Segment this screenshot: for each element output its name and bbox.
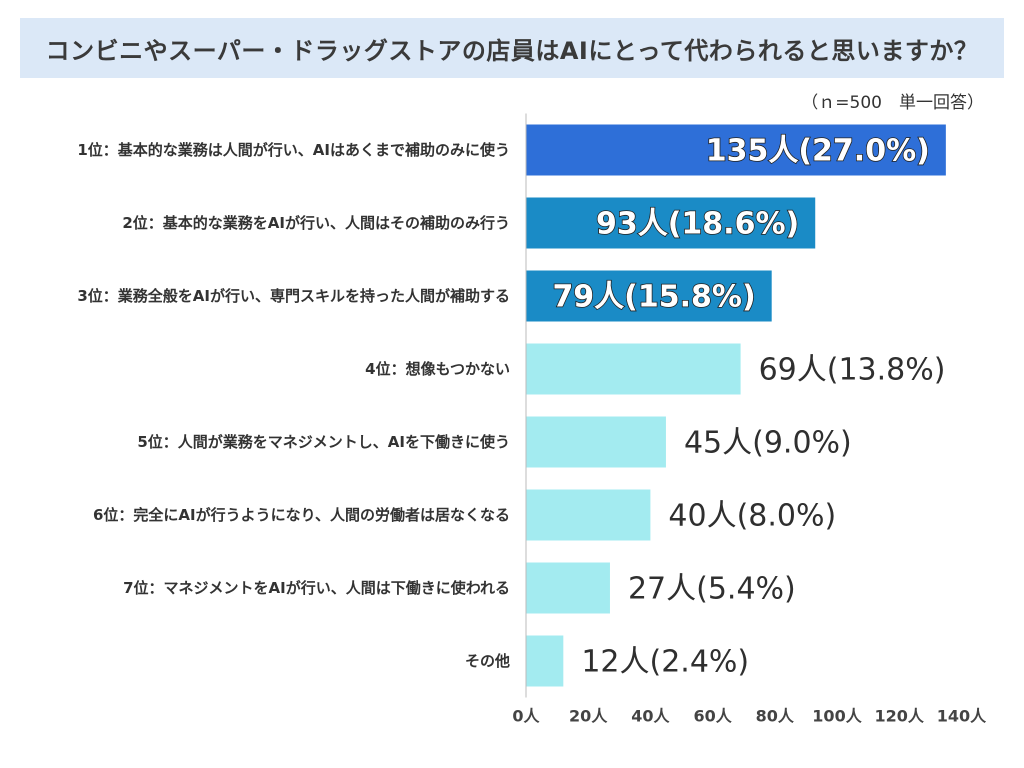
sample-note: （ｎ=500 単一回答）: [801, 93, 984, 113]
value-label-1: 135人(27.0%): [706, 134, 930, 169]
category-label-5: 5位：人間が業務をマネジメントし、AIを下働きに使う: [137, 433, 510, 451]
value-label-7: 27人(5.4%): [628, 572, 796, 607]
bar-4: [526, 343, 741, 395]
category-label-4: 4位：想像もつかない: [365, 360, 510, 378]
bar-1: [526, 124, 946, 176]
category-label-8: その他: [465, 652, 510, 670]
bar-8: [526, 635, 564, 687]
chart-title: コンビニやスーパー・ドラッグストアの店員はAIにとって代わられると思いますか？: [20, 18, 1004, 78]
x-tick-label-1: 0人: [512, 707, 540, 726]
category-label-7: 7位：マネジメントをAIが行い、人間は下働きに使われる: [123, 579, 510, 597]
x-tick-label-4: 60人: [693, 707, 732, 726]
bar-3: [526, 270, 772, 322]
value-label-6: 40人(8.0%): [668, 499, 836, 534]
x-tick-label-6: 100人: [812, 707, 862, 726]
value-label-8: 12人(2.4%): [581, 645, 749, 680]
x-tick-label-5: 80人: [756, 707, 795, 726]
value-label-5: 45人(9.0%): [684, 426, 852, 461]
category-label-1: 1位：基本的な業務は人間が行い、AIはあくまで補助のみに使う: [77, 141, 510, 159]
x-tick-label-3: 40人: [631, 707, 670, 726]
bar-2: [526, 197, 816, 249]
x-tick-label-2: 20人: [569, 707, 608, 726]
bar-7: [526, 562, 610, 614]
value-label-4: 69人(13.8%): [759, 353, 946, 388]
category-label-2: 2位：基本的な業務をAIが行い、人間はその補助のみ行う: [122, 214, 510, 232]
value-label-2: 93人(18.6%): [596, 207, 799, 242]
x-tick-label-7: 120人: [874, 707, 924, 726]
value-label-3: 79人(15.8%): [552, 280, 755, 315]
category-label-6: 6位：完全にAIが行うようになり、人間の労働者は居なくなる: [93, 506, 510, 524]
bar-5: [526, 416, 666, 468]
x-tick-label-8: 140人: [937, 707, 987, 726]
category-label-3: 3位：業務全般をAIが行い、専門スキルを持った人間が補助する: [77, 287, 510, 305]
bar-6: [526, 489, 651, 541]
